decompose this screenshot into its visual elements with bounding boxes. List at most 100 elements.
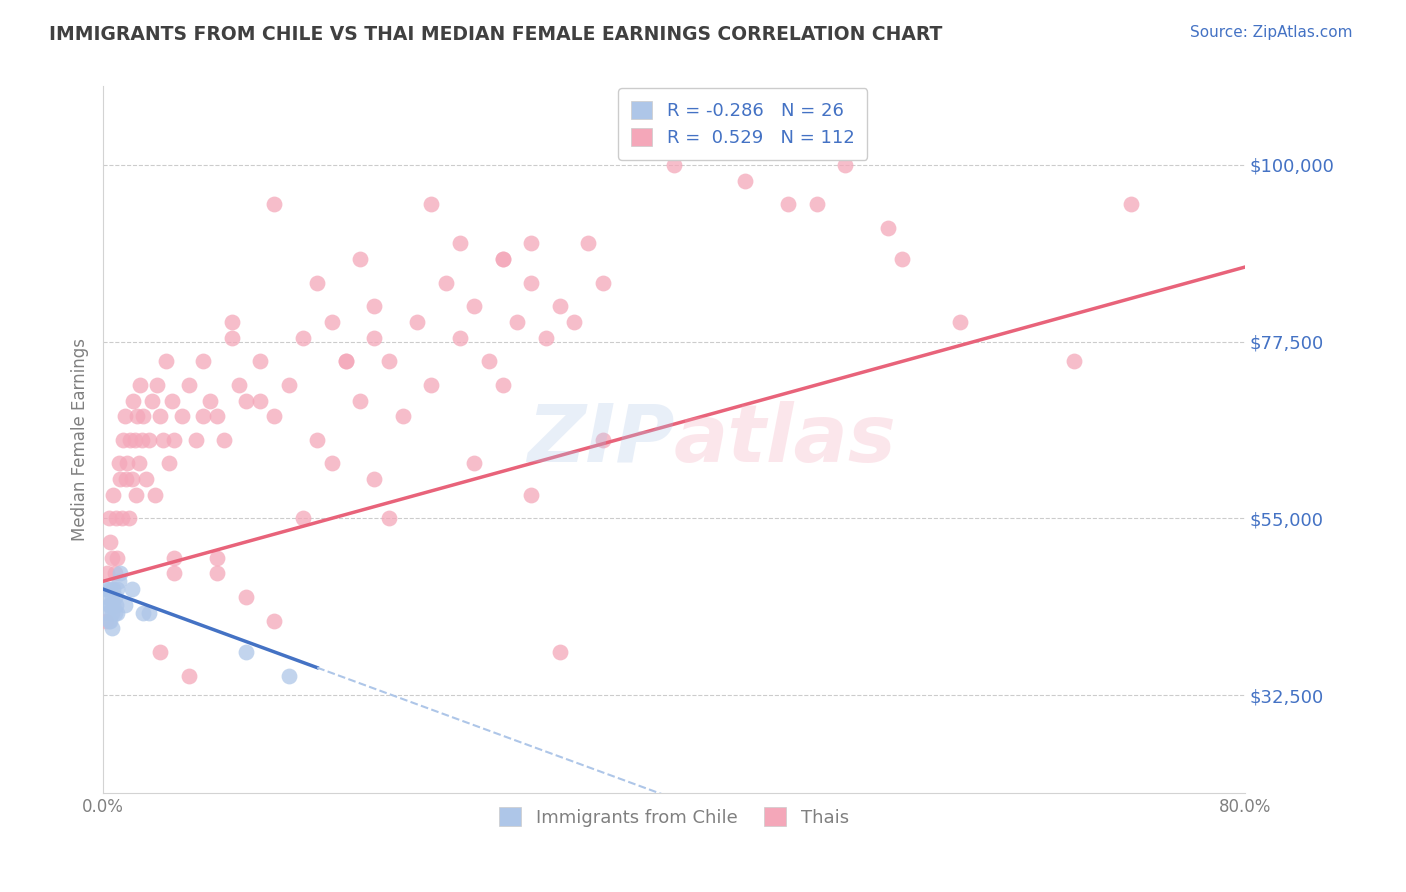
Point	[463, 457, 485, 471]
Point	[420, 377, 443, 392]
Point	[592, 276, 614, 290]
Point	[103, 590, 125, 604]
Point	[228, 377, 250, 392]
Point	[121, 472, 143, 486]
Point	[127, 409, 149, 424]
Point	[420, 197, 443, 211]
Point	[392, 409, 415, 424]
Point	[307, 276, 329, 290]
Point	[98, 598, 121, 612]
Point	[548, 645, 571, 659]
Point	[349, 393, 371, 408]
Point	[191, 409, 214, 424]
Point	[117, 457, 139, 471]
Point	[214, 433, 236, 447]
Point	[163, 433, 186, 447]
Point	[100, 590, 122, 604]
Point	[128, 457, 150, 471]
Point	[321, 457, 343, 471]
Point	[449, 236, 471, 251]
Point	[363, 472, 385, 486]
Point	[101, 488, 124, 502]
Point	[578, 236, 600, 251]
Point	[98, 614, 121, 628]
Point	[97, 598, 120, 612]
Point	[110, 566, 132, 581]
Point	[138, 433, 160, 447]
Point	[834, 158, 856, 172]
Point	[806, 197, 828, 211]
Point	[277, 377, 299, 392]
Point	[191, 354, 214, 368]
Point	[207, 566, 229, 581]
Point	[520, 488, 543, 502]
Point	[592, 433, 614, 447]
Point	[377, 511, 399, 525]
Point	[277, 668, 299, 682]
Point	[157, 457, 180, 471]
Point	[132, 606, 155, 620]
Point	[492, 377, 515, 392]
Point	[163, 566, 186, 581]
Point	[877, 220, 900, 235]
Point	[291, 511, 314, 525]
Point	[263, 197, 285, 211]
Point	[100, 550, 122, 565]
Point	[98, 582, 121, 596]
Point	[100, 621, 122, 635]
Point	[152, 433, 174, 447]
Point	[263, 614, 285, 628]
Point	[321, 315, 343, 329]
Legend: Immigrants from Chile, Thais: Immigrants from Chile, Thais	[492, 800, 856, 834]
Point	[163, 550, 186, 565]
Point	[108, 457, 131, 471]
Point	[118, 511, 141, 525]
Point	[335, 354, 357, 368]
Point	[129, 377, 152, 392]
Point	[96, 566, 118, 581]
Point	[562, 315, 585, 329]
Point	[235, 645, 257, 659]
Text: IMMIGRANTS FROM CHILE VS THAI MEDIAN FEMALE EARNINGS CORRELATION CHART: IMMIGRANTS FROM CHILE VS THAI MEDIAN FEM…	[49, 25, 942, 44]
Point	[363, 299, 385, 313]
Point	[349, 252, 371, 267]
Point	[492, 252, 515, 267]
Point	[100, 606, 122, 620]
Point	[948, 315, 970, 329]
Point	[377, 354, 399, 368]
Point	[114, 598, 136, 612]
Point	[177, 377, 200, 392]
Point	[307, 433, 329, 447]
Point	[207, 550, 229, 565]
Point	[138, 606, 160, 620]
Point	[122, 393, 145, 408]
Point	[249, 354, 271, 368]
Point	[94, 582, 117, 596]
Point	[155, 354, 177, 368]
Point	[520, 276, 543, 290]
Point	[107, 582, 129, 596]
Point	[160, 393, 183, 408]
Point	[1119, 197, 1142, 211]
Point	[97, 511, 120, 525]
Point	[406, 315, 429, 329]
Point	[548, 299, 571, 313]
Point	[434, 276, 457, 290]
Point	[141, 393, 163, 408]
Point	[104, 511, 127, 525]
Y-axis label: Median Female Earnings: Median Female Earnings	[72, 338, 89, 541]
Point	[463, 299, 485, 313]
Point	[235, 393, 257, 408]
Point	[143, 488, 166, 502]
Point	[449, 331, 471, 345]
Point	[121, 582, 143, 596]
Point	[146, 377, 169, 392]
Point	[96, 606, 118, 620]
Point	[184, 433, 207, 447]
Point	[108, 574, 131, 589]
Point	[104, 598, 127, 612]
Point	[96, 590, 118, 604]
Point	[111, 511, 134, 525]
Text: ZIP: ZIP	[527, 401, 673, 479]
Point	[101, 582, 124, 596]
